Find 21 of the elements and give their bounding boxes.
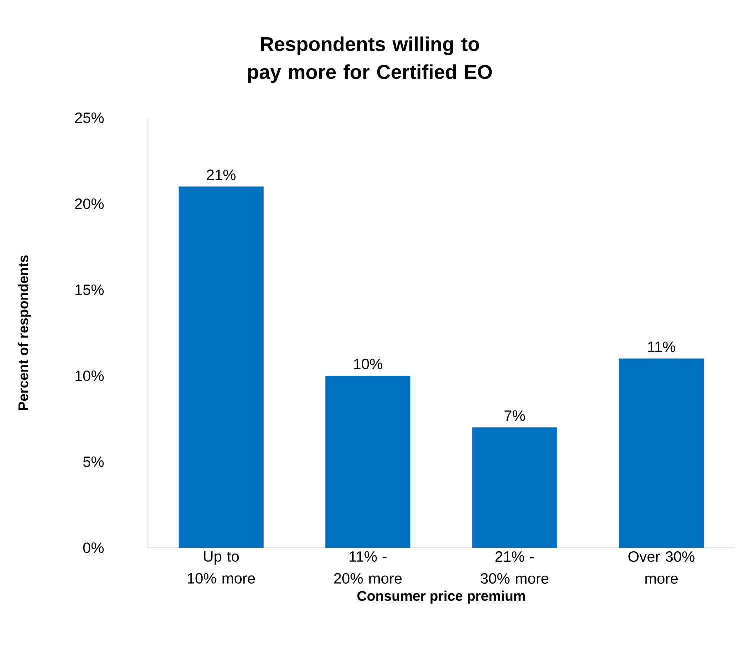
x-tick-label: 21% - 30% more	[480, 552, 549, 584]
data-label: 21%	[207, 170, 236, 180]
bar	[326, 376, 411, 548]
x-axis-title: Consumer price premium	[358, 590, 526, 604]
y-tick-label: 20%	[75, 198, 104, 210]
x-tick-label: Over 30% more	[628, 552, 695, 584]
y-tick-label: 5%	[83, 456, 104, 468]
bar	[178, 186, 264, 548]
y-tick-label: 15%	[76, 284, 104, 296]
bar	[619, 358, 704, 548]
y-tick-label: 0%	[83, 542, 104, 554]
chart-title: Respondents willing to pay more for Certified EO	[248, 36, 492, 84]
x-tick-label: Up to 10% more	[188, 552, 256, 584]
y-tick-label: 10%	[76, 370, 104, 382]
y-tick-label: 25%	[75, 112, 104, 124]
x-tick-label: 11% - 20% more	[334, 552, 402, 584]
data-label: 7%	[504, 410, 526, 422]
data-label: 10%	[354, 358, 383, 370]
y-axis-title: Percent of respondents	[18, 256, 32, 410]
bar	[472, 428, 558, 548]
data-label: 11%	[648, 342, 676, 352]
